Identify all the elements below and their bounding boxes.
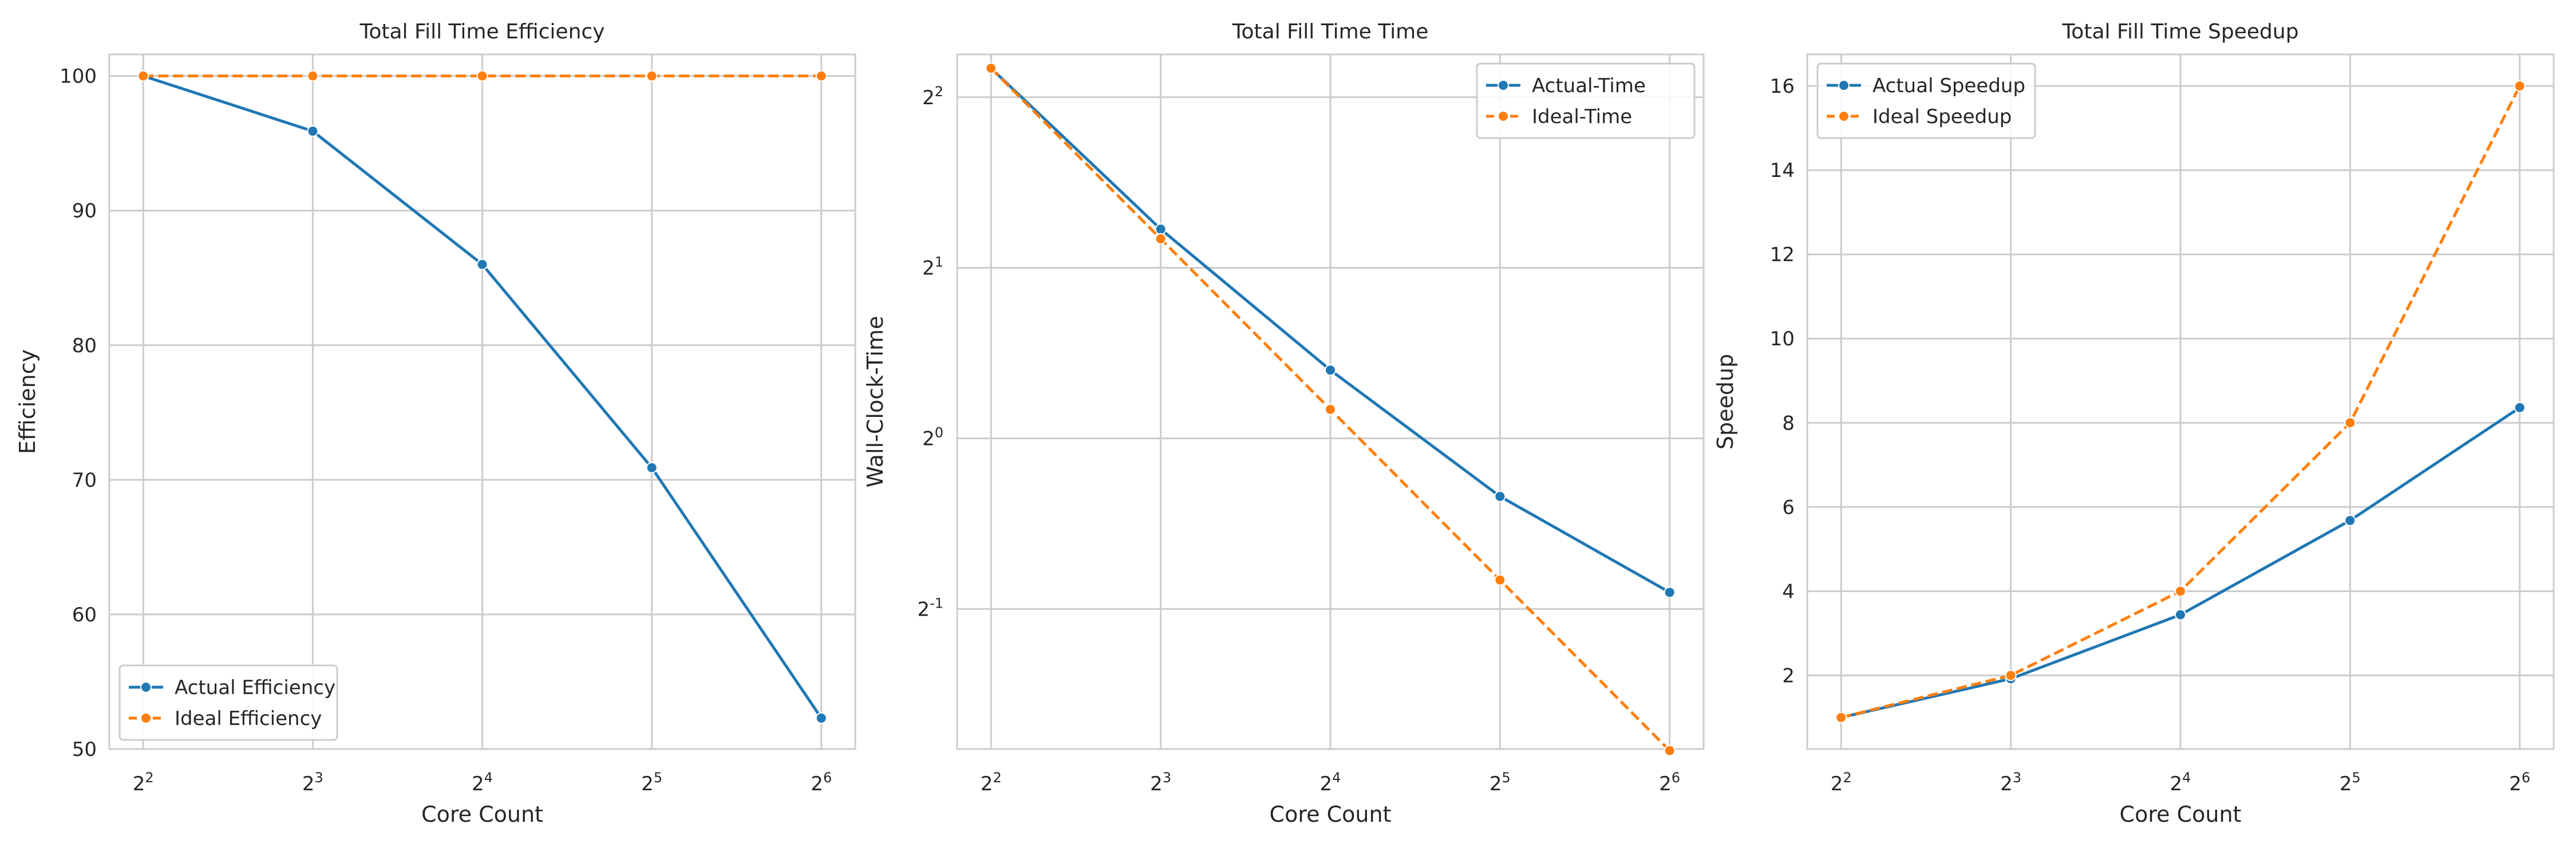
y-tick-label: 16 bbox=[1770, 75, 1795, 98]
legend: Actual Efficiency Ideal Efficiency bbox=[118, 664, 338, 741]
legend-swatch-marker bbox=[1498, 111, 1509, 122]
legend-swatch-marker bbox=[1838, 80, 1850, 91]
y-tick-label: 10 bbox=[1770, 328, 1795, 350]
y-tick-label: 2-1 bbox=[917, 595, 943, 621]
data-point bbox=[1664, 586, 1676, 598]
data-point bbox=[307, 70, 319, 82]
legend-swatch-marker bbox=[140, 712, 152, 724]
y-tick-label: 80 bbox=[72, 334, 97, 357]
y-axis-label: Wall-Clock-Time bbox=[863, 316, 888, 488]
x-tick-label: 22 bbox=[133, 770, 154, 795]
plot-frame bbox=[956, 53, 1705, 750]
legend-box bbox=[1816, 62, 2036, 139]
legend-swatch-marker bbox=[1498, 80, 1509, 91]
x-tick-label: 23 bbox=[2000, 770, 2021, 795]
x-axis-label: Core Count bbox=[421, 802, 543, 827]
y-tick-label: 2 bbox=[1782, 664, 1795, 687]
plot-frame bbox=[1806, 53, 2555, 750]
x-axis-label: Core Count bbox=[1270, 802, 1392, 827]
data-point bbox=[646, 70, 658, 82]
data-point bbox=[307, 125, 319, 137]
x-tick-label: 24 bbox=[472, 770, 493, 795]
data-point bbox=[2005, 669, 2017, 681]
x-tick-label: 23 bbox=[302, 770, 323, 795]
data-point bbox=[476, 258, 488, 270]
x-tick-label: 26 bbox=[1659, 770, 1680, 795]
legend-swatch-marker bbox=[1838, 111, 1850, 122]
x-axis-label: Core Count bbox=[2120, 802, 2242, 827]
data-point bbox=[1155, 223, 1167, 235]
plot-frame bbox=[108, 53, 856, 750]
y-tick-label: 60 bbox=[72, 604, 97, 626]
x-tick-label: 22 bbox=[981, 770, 1002, 795]
data-point bbox=[476, 70, 488, 82]
x-tick-label: 26 bbox=[2509, 770, 2530, 795]
y-tick-label: 4 bbox=[1782, 580, 1795, 603]
x-tick-label: 24 bbox=[1320, 770, 1341, 795]
data-point bbox=[1664, 744, 1676, 756]
y-tick-label: 6 bbox=[1782, 496, 1795, 519]
y-tick-label: 12 bbox=[1770, 243, 1795, 266]
y-tick-label: 20 bbox=[922, 425, 943, 451]
x-tick-label: 22 bbox=[1831, 770, 1852, 795]
x-tick-label: 25 bbox=[1490, 770, 1511, 795]
legend-swatch-marker bbox=[140, 681, 152, 693]
data-point bbox=[1155, 233, 1167, 245]
legend: Actual-Time Ideal-Time bbox=[1476, 62, 1696, 139]
data-point bbox=[1494, 574, 1506, 586]
x-tick-label: 25 bbox=[641, 770, 662, 795]
y-tick-label: 21 bbox=[922, 254, 943, 280]
data-point bbox=[137, 70, 149, 82]
x-tick-label: 24 bbox=[2170, 770, 2191, 795]
data-point bbox=[2344, 417, 2356, 429]
y-tick-label: 22 bbox=[922, 84, 943, 109]
y-tick-label: 70 bbox=[72, 469, 97, 492]
chart-title: Total Fill Time Time bbox=[1232, 20, 1429, 44]
legend: Actual Speedup Ideal Speedup bbox=[1816, 62, 2036, 139]
legend-label: Ideal Speedup bbox=[1872, 105, 2012, 128]
chart-title: Total Fill Time Efficiency bbox=[359, 20, 605, 44]
data-point bbox=[1325, 403, 1336, 415]
chart-panel-2: 22 23 24 25 26 2-1 20 21 22 Total Fill Time Time C… bbox=[863, 20, 1705, 827]
y-tick-label: 8 bbox=[1782, 412, 1795, 435]
legend-label: Ideal Efficiency bbox=[175, 707, 322, 730]
data-point bbox=[815, 712, 827, 724]
data-point bbox=[1835, 711, 1847, 723]
x-tick-label: 25 bbox=[2340, 770, 2361, 795]
y-tick-label: 100 bbox=[60, 65, 97, 88]
y-axis-label: Efficiency bbox=[15, 349, 40, 454]
y-tick-label: 90 bbox=[72, 200, 97, 223]
chart-panel-1: 22 23 24 25 26 50 60 70 80 90 100 Total Fill Time E… bbox=[15, 20, 856, 827]
legend-label: Actual Speedup bbox=[1872, 74, 2025, 97]
y-tick-label: 50 bbox=[72, 738, 97, 761]
chart-title: Total Fill Time Speedup bbox=[2061, 20, 2298, 44]
y-tick-label: 14 bbox=[1770, 159, 1795, 182]
legend-label: Actual-Time bbox=[1532, 74, 1646, 97]
x-tick-label: 23 bbox=[1150, 770, 1171, 795]
data-point bbox=[2514, 80, 2526, 92]
legend-box bbox=[118, 664, 338, 741]
y-axis-label: Speedup bbox=[1713, 354, 1738, 450]
data-point bbox=[1494, 490, 1506, 502]
data-point bbox=[2344, 514, 2356, 526]
data-point bbox=[646, 462, 658, 474]
data-point bbox=[2175, 585, 2186, 597]
data-point bbox=[815, 70, 827, 82]
data-point bbox=[985, 62, 997, 74]
legend-label: Ideal-Time bbox=[1532, 105, 1632, 128]
data-point bbox=[1325, 364, 1336, 376]
data-point bbox=[2175, 609, 2186, 621]
data-point bbox=[2514, 401, 2526, 413]
x-tick-label: 26 bbox=[811, 770, 832, 795]
legend-label: Actual Efficiency bbox=[175, 676, 335, 699]
legend-box bbox=[1476, 62, 1696, 139]
